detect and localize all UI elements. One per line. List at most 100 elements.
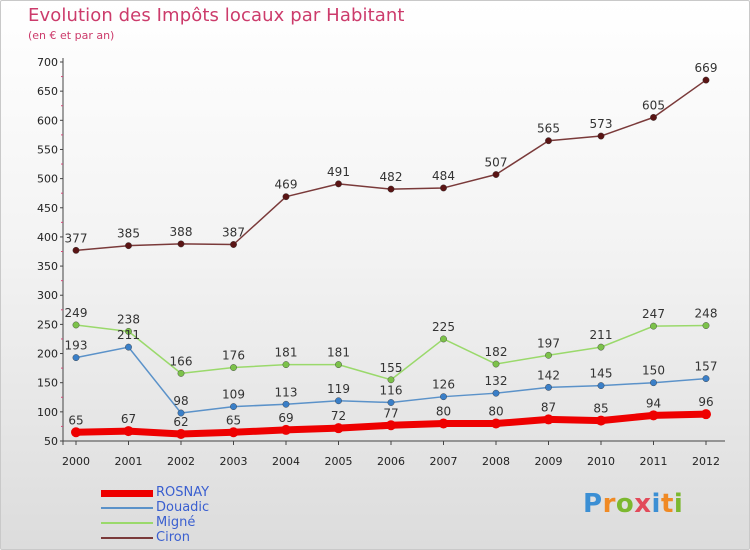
y-tick-label: 700 [37,56,58,69]
data-point-douadic [282,400,290,408]
y-tick-label: 450 [37,202,58,215]
data-point-mign- [72,321,80,329]
logo-letter: t [660,489,674,519]
x-tick-label: 2009 [535,455,563,468]
y-tick-label: 600 [37,114,58,127]
data-label-mign-: 248 [695,307,718,321]
y-tick-label: 250 [37,318,58,331]
data-point-rosnay [176,429,186,440]
x-tick-label: 2004 [272,455,300,468]
data-point-ciron [702,76,710,84]
data-point-ciron [282,193,290,201]
data-label-douadic: 132 [485,374,508,388]
data-point-mign- [387,376,395,384]
data-label-ciron: 469 [275,178,298,192]
legend-label-mign-: Migné [156,515,196,530]
y-tick-label: 300 [37,289,58,302]
data-point-rosnay [491,418,501,429]
data-label-rosnay: 62 [173,415,188,429]
data-point-ciron [440,184,447,192]
data-label-douadic: 116 [380,384,403,398]
legend-swatch-douadic [101,507,153,509]
logo-letter: r [602,489,616,519]
data-point-douadic [702,375,710,383]
data-point-rosnay [438,418,449,429]
chart-subtitle: (en € et par an) [28,29,115,42]
data-label-rosnay: 65 [226,413,241,427]
logo-letter: P [583,489,603,519]
data-point-mign- [492,360,500,368]
data-point-ciron [125,242,132,250]
data-label-mign-: 181 [327,346,350,360]
data-label-rosnay: 77 [383,406,398,420]
data-label-ciron: 484 [432,169,455,183]
x-tick-label: 2012 [692,455,720,468]
data-point-rosnay [333,423,344,434]
data-point-douadic [440,393,447,401]
data-label-douadic: 142 [537,368,560,382]
legend-swatch-ciron [101,537,153,539]
data-label-mign-: 182 [485,345,508,359]
data-label-mign-: 197 [537,336,560,350]
data-point-rosnay [543,414,554,425]
data-label-rosnay: 96 [698,395,713,409]
legend-label-rosnay: ROSNAY [156,485,210,500]
data-label-rosnay: 69 [278,411,293,425]
data-point-mign- [125,327,132,335]
data-label-douadic: 211 [117,328,140,342]
logo-letter: i [651,489,661,519]
data-point-rosnay [281,424,291,435]
data-label-mign-: 225 [432,320,455,334]
x-tick-label: 2005 [325,455,353,468]
data-point-douadic [650,379,657,387]
data-label-rosnay: 80 [488,405,503,419]
data-point-ciron [650,113,657,121]
data-point-douadic [545,383,552,391]
data-label-ciron: 573 [590,117,613,131]
legend-label-douadic: Douadic [156,500,210,515]
data-label-mign-: 166 [170,354,193,368]
data-point-douadic [335,397,342,405]
data-point-mign- [702,322,710,329]
data-label-ciron: 387 [222,226,245,240]
data-point-rosnay [596,415,606,426]
y-tick-label: 550 [37,143,58,156]
legend-label-ciron: Ciron [156,530,190,545]
data-point-mign- [650,322,657,330]
data-label-ciron: 385 [117,227,140,241]
data-point-mign- [545,351,552,359]
y-tick-label: 400 [37,231,58,244]
data-label-douadic: 113 [275,385,298,399]
data-label-mign-: 181 [275,346,298,360]
data-point-ciron [492,171,500,178]
data-point-ciron [387,185,395,193]
data-label-douadic: 119 [327,382,350,396]
data-point-rosnay [648,410,659,421]
data-point-rosnay [71,427,81,438]
y-tick-label: 50 [44,435,58,448]
data-point-douadic [387,399,395,406]
data-label-mign-: 249 [65,306,88,320]
data-label-ciron: 605 [642,98,665,112]
data-label-ciron: 565 [537,122,560,136]
data-label-douadic: 193 [65,339,88,353]
data-label-ciron: 377 [65,231,88,245]
data-point-ciron [545,137,552,145]
data-point-douadic [177,409,185,417]
x-tick-label: 2006 [377,455,405,468]
data-label-ciron: 491 [327,165,350,179]
data-label-douadic: 126 [432,378,455,392]
data-point-rosnay [228,427,239,438]
data-label-mign-: 238 [117,312,140,326]
y-tick-label: 200 [37,348,58,361]
data-point-ciron [72,246,80,254]
legend-swatch-rosnay [101,489,153,497]
data-point-mign- [335,361,342,369]
data-label-mign-: 247 [642,307,665,321]
data-label-ciron: 669 [695,61,718,75]
data-point-douadic [492,389,500,397]
data-label-mign-: 155 [380,361,403,375]
y-tick-label: 500 [37,173,58,186]
x-tick-label: 2007 [430,455,458,468]
